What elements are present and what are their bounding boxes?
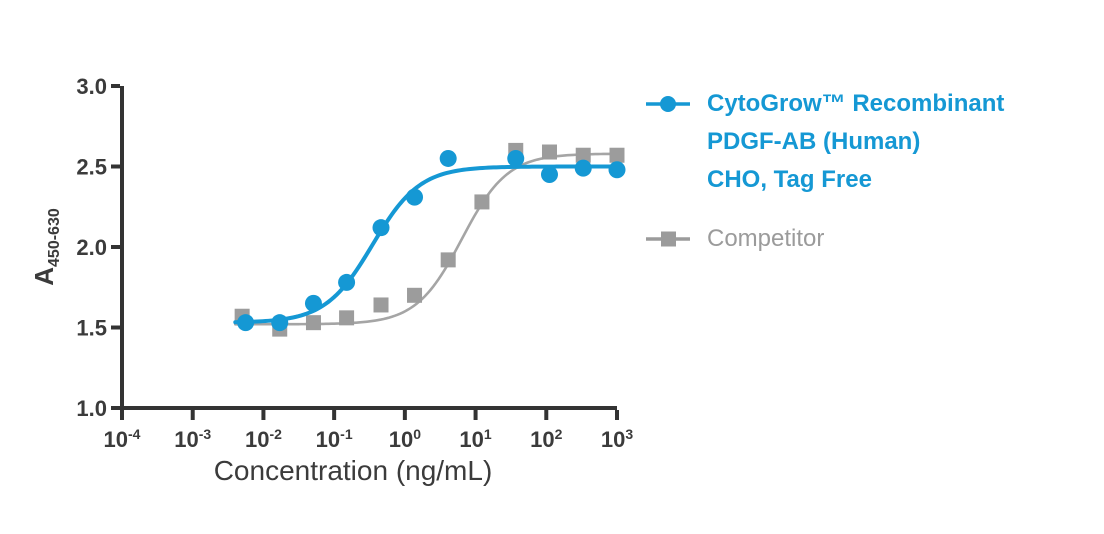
- dose-response-chart: 3.0 2.5 2.0 1.5 1.0 10-4 10-3 10-2 10-1 100 101 102…: [29, 74, 633, 486]
- legend-label-cytogrow: CytoGrow™ Recombinant PDGF-AB (Human) CH…: [707, 85, 1004, 199]
- legend-label-line: CHO, Tag Free: [707, 166, 872, 193]
- svg-text:10-4: 10-4: [104, 426, 141, 452]
- legend-item-competitor: Competitor: [646, 220, 1004, 258]
- svg-text:1.0: 1.0: [76, 396, 107, 421]
- svg-text:10-2: 10-2: [245, 426, 282, 452]
- legend-marker-square-icon: [646, 231, 690, 247]
- svg-text:102: 102: [530, 426, 562, 452]
- legend: CytoGrow™ Recombinant PDGF-AB (Human) CH…: [646, 85, 1004, 258]
- legend-label-competitor: Competitor: [707, 220, 824, 258]
- svg-text:10-3: 10-3: [174, 426, 211, 452]
- svg-text:100: 100: [389, 426, 421, 452]
- svg-text:101: 101: [459, 426, 491, 452]
- svg-text:103: 103: [601, 426, 633, 452]
- legend-label-line: PDGF-AB (Human): [707, 128, 921, 155]
- svg-text:2.5: 2.5: [76, 155, 107, 180]
- legend-item-cytogrow: CytoGrow™ Recombinant PDGF-AB (Human) CH…: [646, 85, 1004, 199]
- legend-marker-circle-icon: [646, 96, 690, 112]
- svg-text:10-1: 10-1: [316, 426, 353, 452]
- legend-label-line: Competitor: [707, 225, 825, 252]
- svg-text:2.0: 2.0: [76, 235, 107, 260]
- legend-label-line: CytoGrow™ Recombinant: [707, 90, 1005, 117]
- svg-text:Concentration (ng/mL): Concentration (ng/mL): [214, 455, 493, 486]
- svg-text:3.0: 3.0: [76, 74, 107, 99]
- svg-text:A450-630: A450-630: [29, 208, 63, 286]
- svg-text:1.5: 1.5: [76, 316, 107, 341]
